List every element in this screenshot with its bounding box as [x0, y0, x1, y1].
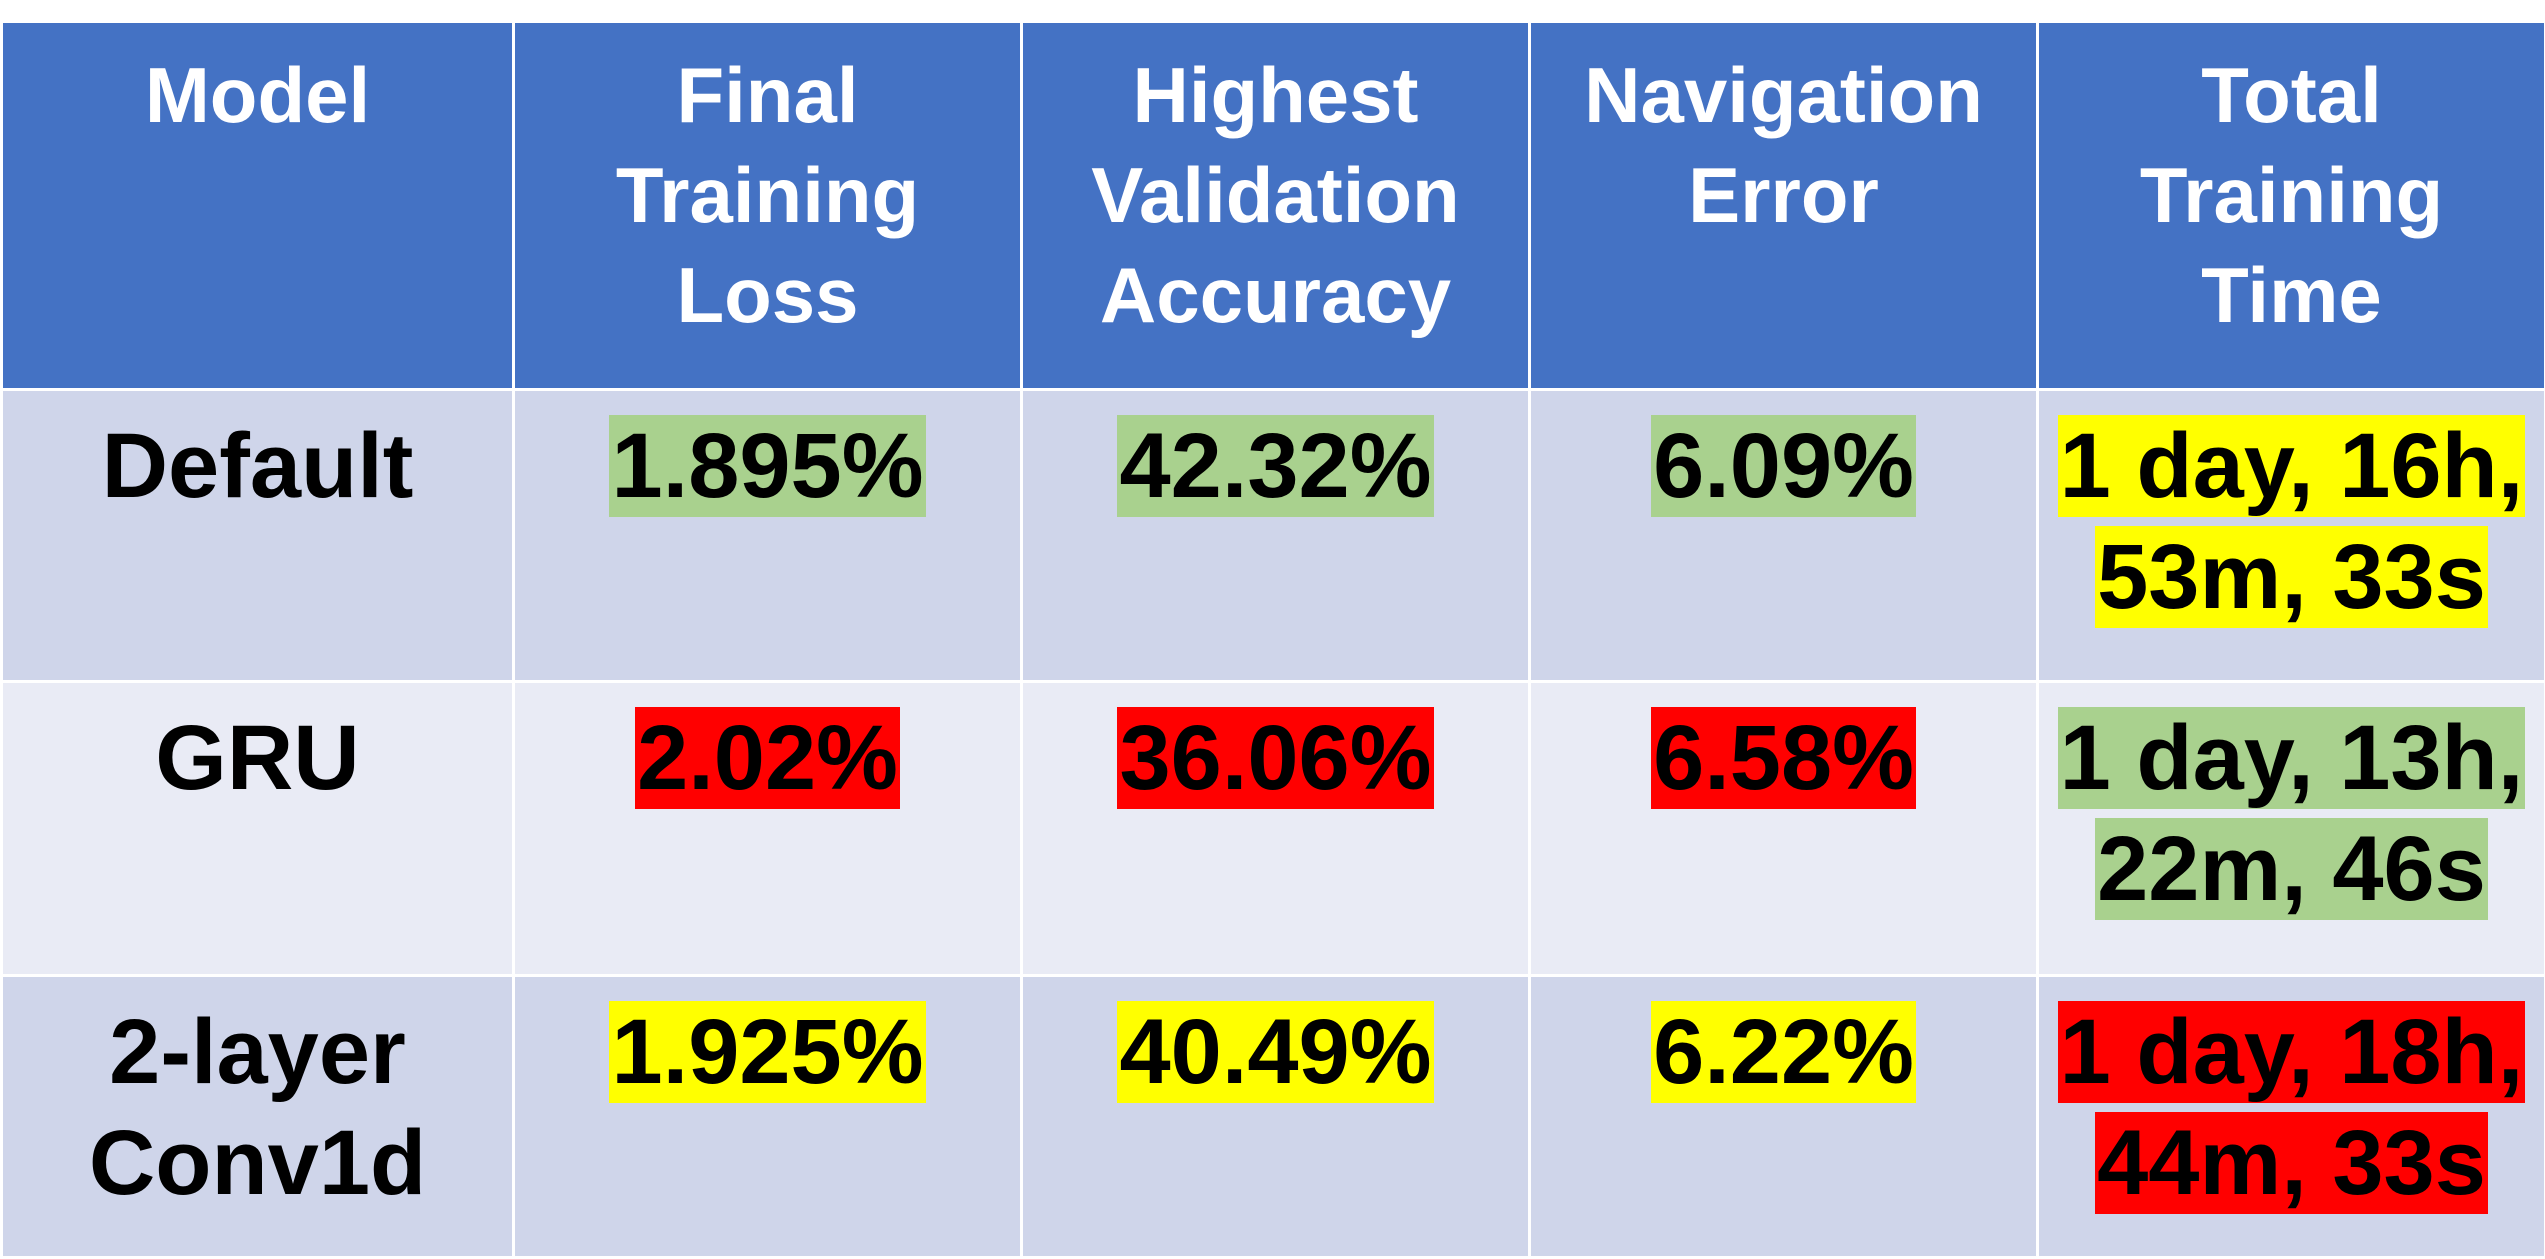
header-label: Highest Validation Accuracy [1091, 51, 1459, 339]
header-row: Model Final Training Loss Highest Valida… [2, 22, 2545, 390]
value-highlight: 1.895% [609, 415, 925, 517]
model-name: Default [102, 415, 414, 517]
value-highlight: 1 day, 13h, 22m, 46s [2058, 707, 2526, 920]
header-label: Model [145, 51, 370, 139]
table-row: GRU 2.02% 36.06% 6.58% 1 day, 13h, 22m, … [2, 682, 2545, 976]
table-row: Default 1.895% 42.32% 6.09% 1 day, 16h, … [2, 390, 2545, 682]
table-row: 2-layer Conv1d 1.925% 40.49% 6.22% 1 day… [2, 976, 2545, 1258]
total-training-time-cell: 1 day, 16h, 53m, 33s [2038, 390, 2545, 682]
header-total-training-time: Total Training Time [2038, 22, 2545, 390]
total-training-time-cell: 1 day, 13h, 22m, 46s [2038, 682, 2545, 976]
header-highest-validation-accuracy: Highest Validation Accuracy [1022, 22, 1530, 390]
value-highlight: 1 day, 16h, 53m, 33s [2058, 415, 2526, 628]
navigation-error-cell: 6.58% [1530, 682, 2038, 976]
value-highlight: 40.49% [1117, 1001, 1433, 1103]
value-highlight: 1 day, 18h, 44m, 33s [2058, 1001, 2526, 1214]
final-training-loss-cell: 2.02% [514, 682, 1022, 976]
total-training-time-cell: 1 day, 18h, 44m, 33s [2038, 976, 2545, 1258]
value-highlight: 2.02% [635, 707, 900, 809]
value-highlight: 42.32% [1117, 415, 1433, 517]
highest-validation-accuracy-cell: 42.32% [1022, 390, 1530, 682]
final-training-loss-cell: 1.895% [514, 390, 1022, 682]
highest-validation-accuracy-cell: 40.49% [1022, 976, 1530, 1258]
header-navigation-error: Navigation Error [1530, 22, 2038, 390]
value-highlight: 6.58% [1651, 707, 1916, 809]
model-cell: 2-layer Conv1d [2, 976, 514, 1258]
model-name: 2-layer Conv1d [89, 1001, 426, 1214]
results-table: Model Final Training Loss Highest Valida… [0, 20, 2545, 1259]
value-highlight: 1.925% [609, 1001, 925, 1103]
model-cell: GRU [2, 682, 514, 976]
model-name: GRU [155, 707, 359, 809]
value-highlight: 36.06% [1117, 707, 1433, 809]
navigation-error-cell: 6.09% [1530, 390, 2038, 682]
header-model: Model [2, 22, 514, 390]
model-cell: Default [2, 390, 514, 682]
navigation-error-cell: 6.22% [1530, 976, 2038, 1258]
highest-validation-accuracy-cell: 36.06% [1022, 682, 1530, 976]
value-highlight: 6.09% [1651, 415, 1916, 517]
header-label: Final Training Loss [616, 51, 919, 339]
final-training-loss-cell: 1.925% [514, 976, 1022, 1258]
header-final-training-loss: Final Training Loss [514, 22, 1022, 390]
value-highlight: 6.22% [1651, 1001, 1916, 1103]
header-label: Total Training Time [2140, 51, 2443, 339]
header-label: Navigation Error [1584, 51, 1983, 239]
